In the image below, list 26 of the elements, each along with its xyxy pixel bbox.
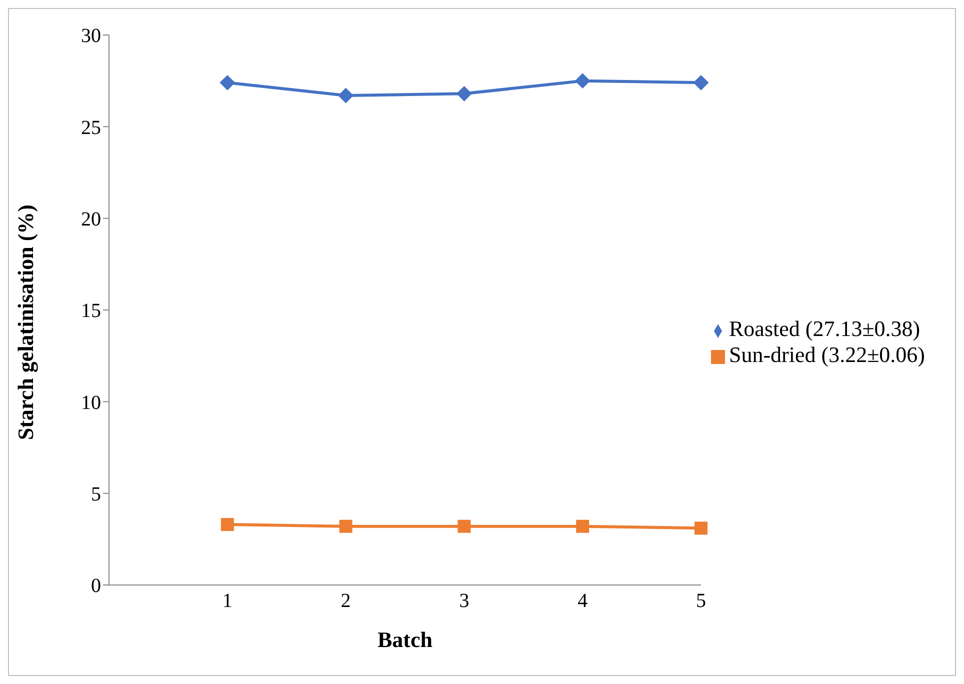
y-tick-label: 0 <box>91 575 101 598</box>
x-axis-title: Batch <box>378 627 432 652</box>
point <box>220 75 235 90</box>
y-tick-label: 25 <box>81 116 101 139</box>
point <box>694 522 708 535</box>
y-tick-label: 5 <box>91 483 101 506</box>
point <box>458 520 471 533</box>
x-tick-label: 1 <box>222 590 232 612</box>
point <box>456 86 472 102</box>
x-tick-label: 3 <box>459 590 470 612</box>
y-tick-label: 30 <box>81 25 101 48</box>
point <box>576 520 590 533</box>
legend-label: Sun-dried (3.22±0.06) <box>729 342 925 367</box>
x-tick-label: 2 <box>340 590 351 612</box>
legend-label: Roasted (27.13±0.38) <box>729 316 920 341</box>
y-tick-label: 10 <box>81 392 101 414</box>
y-axis-title: Starch gelatinisation (%) <box>12 204 38 440</box>
point <box>694 75 708 90</box>
point <box>575 73 590 88</box>
x-tick-label: 5 <box>696 590 706 612</box>
y-tick-label: 15 <box>81 300 101 322</box>
x-tick-label: 4 <box>578 590 588 612</box>
point <box>339 520 352 533</box>
point <box>220 518 234 531</box>
y-tick-label: 20 <box>81 208 101 230</box>
point <box>338 88 354 103</box>
